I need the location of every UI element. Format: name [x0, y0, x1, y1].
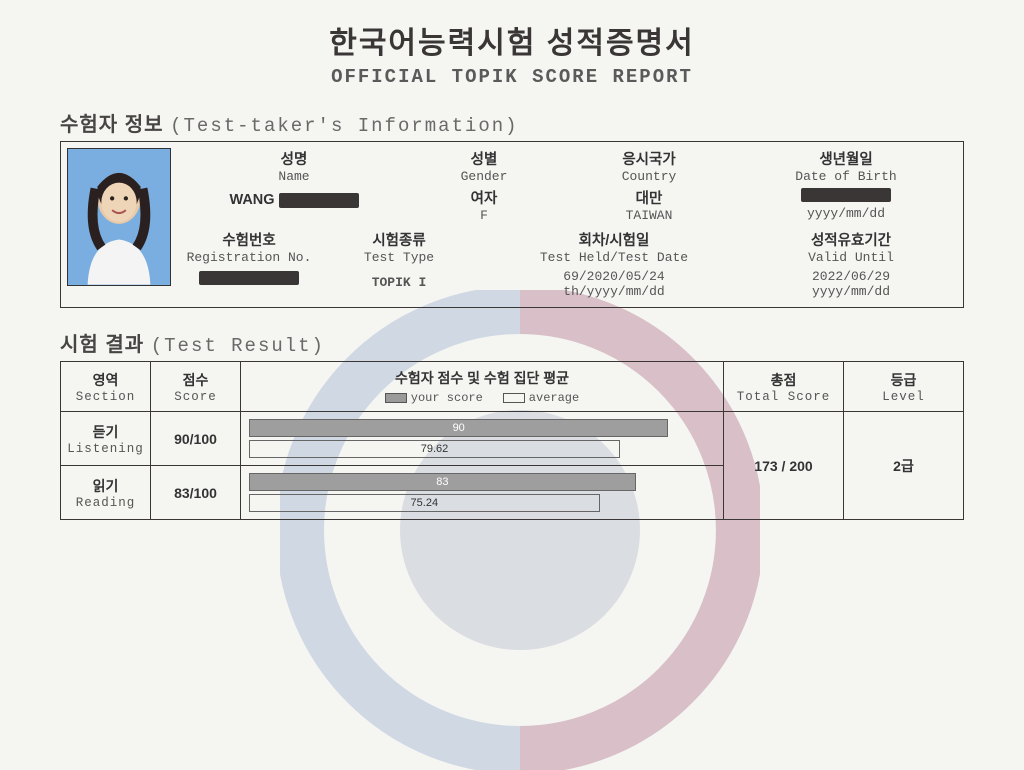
value-valid-fmt: yyyy/mm/dd — [749, 284, 953, 299]
label-testdate-kr: 회차/시험일 — [479, 229, 749, 250]
label-testtype-en: Test Type — [319, 250, 479, 265]
value-name-partial: WANG — [229, 192, 274, 208]
label-testtype-kr: 시험종류 — [319, 229, 479, 250]
label-country-en: Country — [559, 169, 739, 184]
section-result-kr: 시험 결과 — [60, 334, 144, 356]
value-level: 2급 — [844, 456, 963, 476]
th-total-kr: 총점 — [728, 370, 839, 390]
section-info-kr: 수험자 정보 — [60, 114, 164, 136]
legend-swatch-avg — [503, 393, 525, 403]
th-section-kr: 영역 — [65, 370, 146, 390]
row-section-en: Listening — [65, 442, 146, 456]
value-valid: 2022/06/29 — [749, 269, 953, 284]
th-level-kr: 등급 — [848, 370, 959, 390]
photo-placeholder-icon — [68, 149, 170, 285]
row-section-kr: 읽기 — [65, 476, 146, 496]
title-english: OFFICIAL TOPIK SCORE REPORT — [60, 66, 964, 88]
label-name-en: Name — [179, 169, 409, 184]
redacted-dob — [801, 188, 891, 202]
label-dob-kr: 생년월일 — [739, 148, 953, 169]
section-result-en: (Test Result) — [151, 335, 325, 357]
redacted-name — [279, 193, 359, 208]
value-testdate: 69/2020/05/24 — [479, 269, 749, 284]
value-country-kr: 대만 — [559, 187, 739, 208]
value-dob-fmt: yyyy/mm/dd — [739, 206, 953, 221]
value-gender-kr: 여자 — [409, 187, 559, 208]
value-testdate-fmt: th/yyyy/mm/dd — [479, 284, 749, 299]
label-regno-kr: 수험번호 — [179, 229, 319, 250]
bar-your-score: 83 — [249, 473, 636, 491]
result-table: 영역 Section 점수 Score 수험자 점수 및 수험 집단 평균 yo… — [60, 361, 964, 520]
th-chart-kr: 수험자 점수 및 수험 집단 평균 — [245, 368, 719, 388]
photo-frame — [67, 148, 171, 286]
bar-average: 75.24 — [249, 494, 600, 512]
value-testtype: TOPIK I — [319, 275, 479, 290]
row-section-kr: 듣기 — [65, 422, 146, 442]
th-score-kr: 점수 — [155, 370, 236, 390]
legend-avg-label: average — [529, 391, 579, 405]
bar-your-score: 90 — [249, 419, 668, 437]
label-valid-en: Valid Until — [749, 250, 953, 265]
bar-average: 79.62 — [249, 440, 620, 458]
label-gender-en: Gender — [409, 169, 559, 184]
test-taker-info-box: 성명 Name WANG 성별 Gender 여자 F 응시국가 Country — [60, 141, 964, 308]
redacted-regno — [199, 271, 299, 285]
legend-your-label: your score — [411, 391, 483, 405]
value-country-en: TAIWAN — [559, 208, 739, 223]
th-level-en: Level — [848, 390, 959, 404]
th-score-en: Score — [155, 390, 236, 404]
section-info-en: (Test-taker's Information) — [170, 115, 518, 137]
label-gender-kr: 성별 — [409, 148, 559, 169]
label-valid-kr: 성적유효기간 — [749, 229, 953, 250]
row-section-en: Reading — [65, 496, 146, 510]
section-header-result: 시험 결과 (Test Result) — [60, 328, 964, 357]
label-testdate-en: Test Held/Test Date — [479, 250, 749, 265]
th-total-en: Total Score — [728, 390, 839, 404]
title-korean: 한국어능력시험 성적증명서 — [60, 18, 964, 62]
th-section-en: Section — [65, 390, 146, 404]
row-score: 83/100 — [155, 485, 236, 501]
row-score: 90/100 — [155, 431, 236, 447]
value-gender-en: F — [409, 208, 559, 223]
legend-swatch-your — [385, 393, 407, 403]
label-country-kr: 응시국가 — [559, 148, 739, 169]
label-name-kr: 성명 — [179, 148, 409, 169]
value-total-score: 173 / 200 — [724, 458, 843, 474]
table-row: 듣기Listening90/1009079.62173 / 2002급 — [61, 412, 964, 466]
label-regno-en: Registration No. — [179, 250, 319, 265]
section-header-info: 수험자 정보 (Test-taker's Information) — [60, 108, 964, 137]
label-dob-en: Date of Birth — [739, 169, 953, 184]
